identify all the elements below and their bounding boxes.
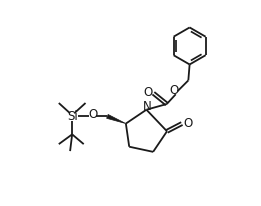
Text: O: O [144,85,153,98]
Text: O: O [183,116,192,129]
Polygon shape [107,115,126,124]
Text: O: O [88,107,98,120]
Text: N: N [143,99,152,112]
Text: Si: Si [67,109,78,122]
Text: O: O [170,83,179,96]
